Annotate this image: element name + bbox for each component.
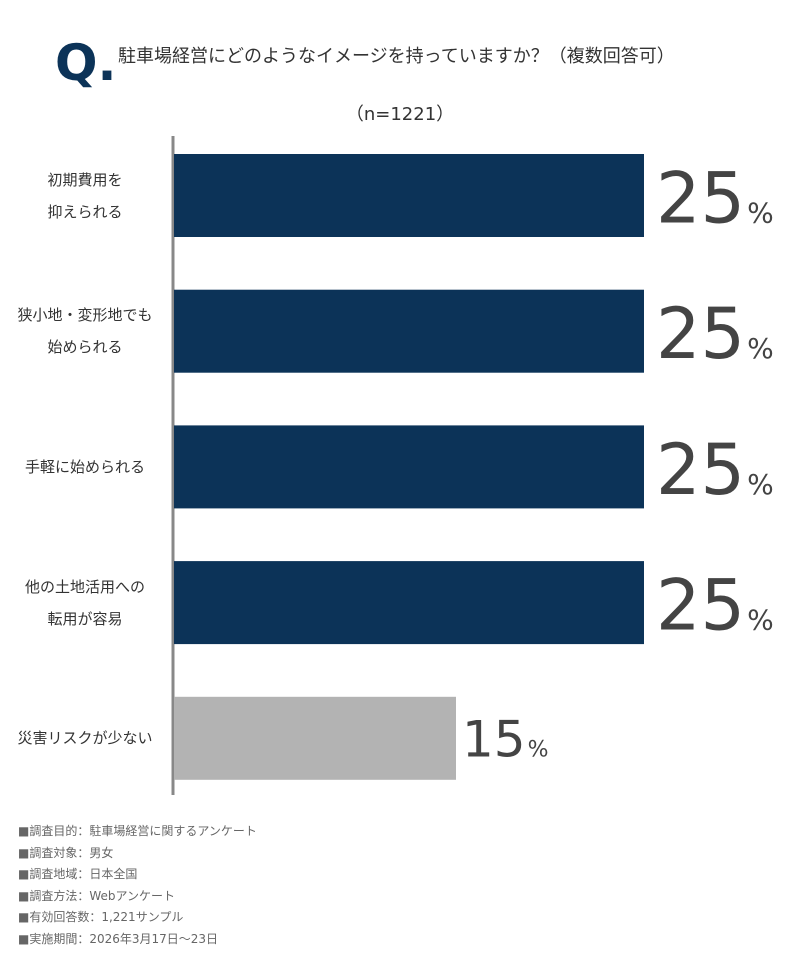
value-label: 25% bbox=[656, 158, 774, 240]
value-label: 25% bbox=[656, 565, 774, 647]
title-mark: Q. bbox=[55, 34, 117, 92]
chart-subtitle: （n=1221） bbox=[346, 104, 454, 125]
category-label: 他の土地活用への 転用が容易 bbox=[24, 577, 145, 628]
value-label: 25% bbox=[656, 293, 774, 375]
footnote: ■調査地域：日本全国 bbox=[18, 867, 138, 881]
value-label: 15% bbox=[462, 710, 549, 768]
bar bbox=[174, 696, 456, 780]
bar bbox=[174, 425, 644, 509]
footnote: ■調査対象：男女 bbox=[18, 845, 114, 860]
footnote: ■調査目的：駐車場経営に関するアンケート bbox=[18, 824, 257, 838]
bar bbox=[174, 561, 644, 645]
category-label: 災害リスクが少ない bbox=[17, 729, 153, 748]
category-label: 手軽に始められる bbox=[24, 457, 145, 476]
footnote: ■調査方法：Webアンケート bbox=[18, 888, 176, 903]
bar bbox=[174, 289, 644, 373]
value-label: 25% bbox=[656, 429, 774, 511]
bar bbox=[174, 154, 644, 237]
category-label: 初期費用を 抑えられる bbox=[47, 170, 123, 221]
chart-title: 駐車場経営にどのようなイメージを持っていますか？（複数回答可） bbox=[118, 46, 675, 67]
footnote: ■実施期間：2026年3月17日～23日 bbox=[18, 931, 219, 946]
category-label: 狭小地・変形地でも 始められる bbox=[17, 306, 153, 357]
footnote: ■有効回答数：1,221サンプル bbox=[18, 910, 184, 924]
